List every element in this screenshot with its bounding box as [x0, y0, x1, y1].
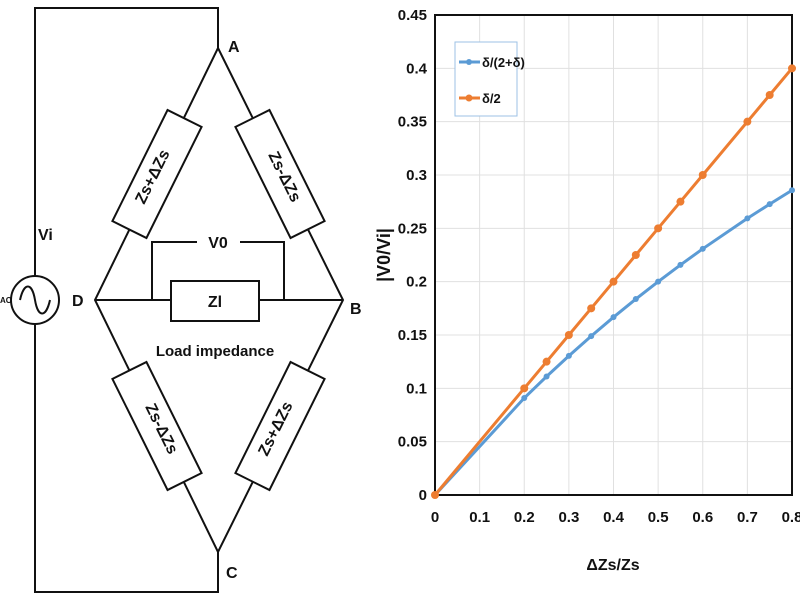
y-tick-label: 0.3	[406, 167, 427, 184]
legend-box	[454, 41, 518, 117]
load-impedance	[170, 280, 260, 322]
bridge-circuit	[10, 7, 345, 593]
data-point	[588, 333, 595, 340]
legend-label-blue: δ/(2+δ)	[482, 55, 525, 70]
ac-source-icon	[10, 275, 60, 325]
data-point	[431, 491, 439, 499]
arm-dc-impedance	[111, 360, 203, 492]
data-point	[631, 251, 640, 259]
x-tick-label: 0.3	[558, 509, 579, 526]
y-tick-label: 0.2	[406, 274, 427, 291]
legend-marker-orange	[465, 94, 473, 102]
x-tick-label: 0.7	[737, 509, 758, 526]
v0-lead-left	[151, 241, 197, 300]
wire-top	[34, 7, 219, 276]
series	[431, 64, 796, 499]
node-c: C	[226, 565, 238, 582]
load-label: Zl	[208, 294, 222, 311]
x-tick-label: 0.6	[692, 509, 713, 526]
load-caption: Load impedance	[156, 343, 274, 360]
y-tick-label: 0.15	[398, 327, 427, 344]
chart: 0 0.1 0.2 0.3 0.4 0.5 0.6 0.7 0.8 0 0.05 0.1 0.15 0.2…	[374, 7, 800, 574]
y-tick-label: 0.35	[398, 114, 427, 131]
data-point	[521, 395, 528, 402]
data-point	[788, 64, 796, 73]
data-point	[609, 277, 618, 286]
data-point	[676, 197, 685, 206]
legend: δ/(2+δ) δ/2	[454, 41, 525, 117]
arm-ab-impedance	[234, 108, 326, 240]
data-point	[765, 91, 774, 99]
tick-labels: 0 0.1 0.2 0.3 0.4 0.5 0.6 0.7 0.8 0 0.05 0.1 0.15 0.2…	[398, 7, 800, 526]
data-point	[766, 201, 773, 208]
legend-marker-blue	[466, 59, 472, 65]
data-point	[587, 304, 596, 313]
y-tick-label: 0	[419, 487, 427, 504]
data-point	[632, 296, 639, 303]
y-tick-label: 0.4	[406, 60, 428, 77]
x-tick-label: 0.5	[648, 509, 669, 526]
data-point	[699, 245, 706, 252]
x-axis-label: ΔZs/Zs	[586, 557, 639, 574]
data-point	[543, 373, 550, 380]
data-point	[610, 314, 617, 321]
legend-label-orange: δ/2	[482, 91, 501, 106]
plot-frame	[434, 14, 793, 496]
x-tick-label: 0	[431, 509, 439, 526]
x-tick-label: 0.4	[603, 509, 625, 526]
x-tick-label: 0.8	[782, 509, 800, 526]
data-point	[744, 215, 751, 222]
data-point	[654, 224, 663, 233]
sine-wave-icon	[19, 285, 51, 315]
y-tick-label: 0.05	[398, 434, 427, 451]
node-a: A	[228, 39, 240, 56]
arm-bc-impedance	[234, 360, 326, 492]
wire-bottom	[34, 324, 219, 593]
source-type: AC	[0, 296, 12, 305]
node-d: D	[72, 293, 84, 310]
x-tick-label: 0.1	[469, 509, 490, 526]
data-point	[565, 352, 572, 359]
data-point	[542, 357, 551, 366]
x-tick-label: 0.2	[514, 509, 535, 526]
data-point	[564, 331, 573, 339]
node-b: B	[350, 301, 362, 318]
output-label: V0	[208, 235, 228, 252]
data-point	[655, 278, 662, 285]
y-tick-label: 0.45	[398, 7, 427, 24]
data-point	[743, 117, 752, 126]
data-point	[789, 187, 795, 194]
data-point	[520, 384, 529, 393]
y-tick-label: 0.1	[406, 380, 427, 397]
source-label: Vi	[38, 227, 53, 244]
data-point	[677, 261, 684, 268]
v0-lead-right	[240, 241, 285, 300]
y-tick-label: 0.25	[398, 220, 427, 237]
data-point	[698, 171, 707, 179]
arm-ad-impedance	[111, 108, 203, 240]
y-axis-label: |V0/Vi|	[374, 228, 394, 282]
